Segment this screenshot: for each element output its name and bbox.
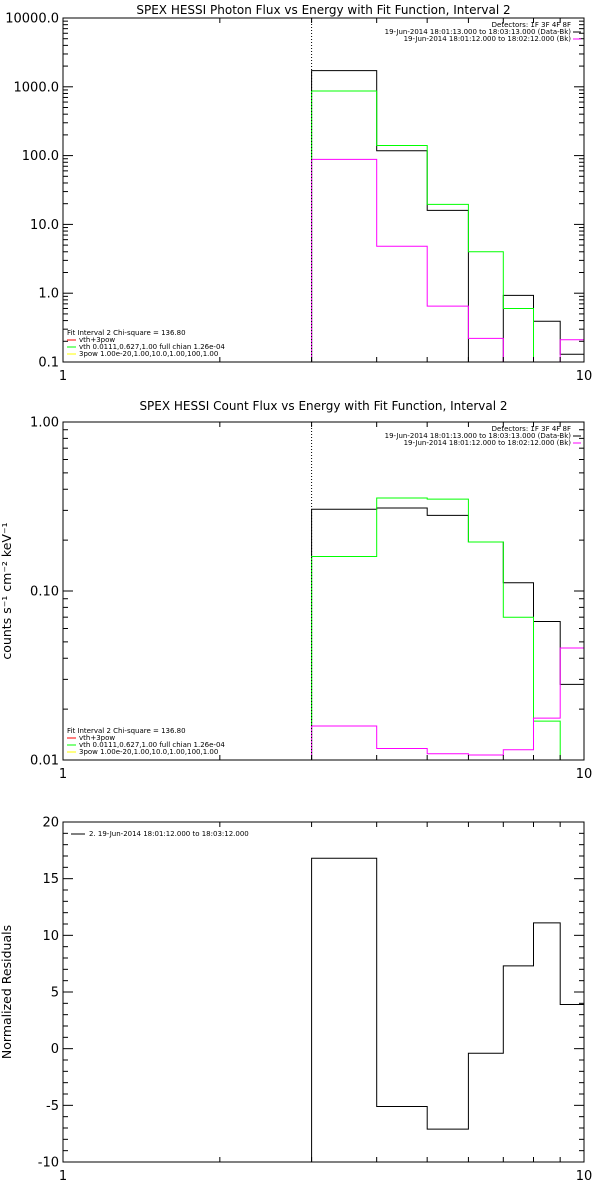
panel-resid: 1 10 -10 -5 0 5 10 15 20 Normalized Residuals 2. 1…	[0, 816, 592, 1185]
series-1-line	[311, 497, 584, 761]
y-axis-label: counts s⁻¹ cm⁻² keV⁻¹	[0, 522, 14, 659]
series-2-line	[311, 647, 584, 760]
fit-annotation: Fit Interval 2 Chi-square = 136.80	[67, 329, 186, 337]
y-tick-label: 1.00	[30, 416, 59, 431]
x-tick-label: 1	[59, 369, 67, 384]
axes-frame	[62, 821, 585, 1163]
y-axis-label: Normalized Residuals	[0, 925, 14, 1059]
header-annotation: Detectors: 1F 3F 4F 8F	[492, 425, 571, 433]
y-tick-label: 15	[42, 872, 59, 887]
series-2-line	[311, 158, 584, 363]
axes-frame	[62, 421, 585, 761]
chart-title: SPEX HESSI Count Flux vs Energy with Fit…	[139, 399, 507, 413]
fit-annotation: vth 0.0111,0.627,1.00 full chian 1.26e-0…	[79, 343, 225, 351]
y-tick-label: 5	[51, 986, 59, 1001]
header-annotation: 19-Jun-2014 18:01:13.000 to 18:03:13.000…	[385, 28, 572, 36]
y-tick-label: 1.0	[38, 287, 59, 302]
y-tick-label: 20	[42, 816, 59, 831]
y-tick-label: 10.0	[30, 218, 59, 233]
header-annotation: 19-Jun-2014 18:01:13.000 to 18:03:13.000…	[385, 432, 572, 440]
fit-annotation: vth+3pow	[79, 734, 115, 742]
panel-count: SPEX HESSI Count Flux vs Energy with Fit…	[0, 399, 592, 782]
y-tick-label: 1000.0	[14, 80, 60, 95]
y-tick-label: 10	[42, 929, 59, 944]
chart-title: SPEX HESSI Photon Flux vs Energy with Fi…	[136, 3, 510, 17]
y-tick-label: -5	[46, 1099, 59, 1114]
x-tick-label: 10	[576, 369, 593, 384]
fit-annotation: vth+3pow	[79, 336, 115, 344]
series-0-line	[311, 70, 584, 363]
x-tick-label: 1	[59, 767, 67, 782]
header-annotation: 19-Jun-2014 18:01:12.000 to 18:02:12.000…	[404, 439, 572, 447]
fit-annotation: vth 0.0111,0.627,1.00 full chian 1.26e-0…	[79, 741, 225, 749]
fit-annotation: 3pow 1.00e-20,1.00,10.0,1.00,100,1.00	[79, 748, 218, 756]
series-0-line	[311, 507, 584, 760]
series-1-line	[311, 90, 584, 363]
axes-frame	[62, 17, 585, 363]
series-0-line	[311, 857, 584, 1162]
header-annotation: 19-Jun-2014 18:01:12.000 to 18:02:12.000…	[404, 35, 572, 43]
x-tick-label: 10	[576, 1169, 593, 1184]
fit-annotation: 3pow 1.00e-20,1.00,10.0,1.00,100,1.00	[79, 350, 218, 358]
y-tick-label: 10000.0	[5, 12, 59, 27]
x-tick-label: 10	[576, 767, 593, 782]
y-tick-label: 0.10	[30, 585, 59, 600]
y-tick-label: 0	[51, 1042, 59, 1057]
y-tick-label: 100.0	[22, 149, 59, 164]
y-tick-label: 0.01	[30, 754, 59, 769]
y-tick-label: 0.1	[38, 356, 59, 371]
header-annotation: Detectors: 1F 3F 4F 8F	[492, 21, 571, 29]
legend-label: 2. 19-Jun-2014 18:01:12.000 to 18:03:12.…	[89, 830, 249, 838]
fit-annotation: Fit Interval 2 Chi-square = 136.80	[67, 727, 186, 735]
panel-photon: SPEX HESSI Photon Flux vs Energy with Fi…	[5, 3, 592, 384]
x-tick-label: 1	[59, 1169, 67, 1184]
y-tick-label: -10	[38, 1156, 59, 1171]
